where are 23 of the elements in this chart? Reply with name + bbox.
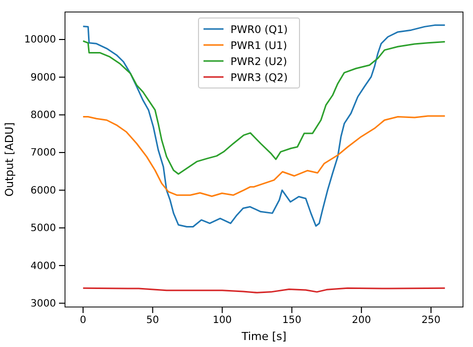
y-tick-label: 5000 [30,223,56,234]
y-tick-label: 10000 [24,34,56,46]
x-tick-label: 250 [421,315,441,326]
line-series [82,40,446,175]
x-axis-title: Time [s] [240,330,286,343]
y-tick-label: 4000 [30,260,56,272]
y-tick-label: 6000 [30,185,56,196]
legend-label: PWR3 (Q2) [230,72,288,84]
y-axis-title: Output [ADU] [3,122,16,197]
x-tick-label: 100 [212,315,232,326]
y-tick-label: 8000 [30,110,56,122]
legend-label: PWR0 (Q1) [230,24,288,36]
x-tick-label: 0 [80,315,86,326]
x-tick-label: 50 [146,315,160,326]
line-series [82,24,446,228]
line-series [82,115,446,197]
x-tick-label: 200 [352,315,371,326]
legend-label: PWR1 (U1) [230,40,288,52]
legend-label: PWR2 (U2) [230,56,288,68]
y-tick-label: 7000 [30,148,56,159]
x-tick-label: 150 [282,315,302,326]
y-tick-label: 9000 [30,72,56,84]
y-tick-label: 3000 [30,298,56,310]
